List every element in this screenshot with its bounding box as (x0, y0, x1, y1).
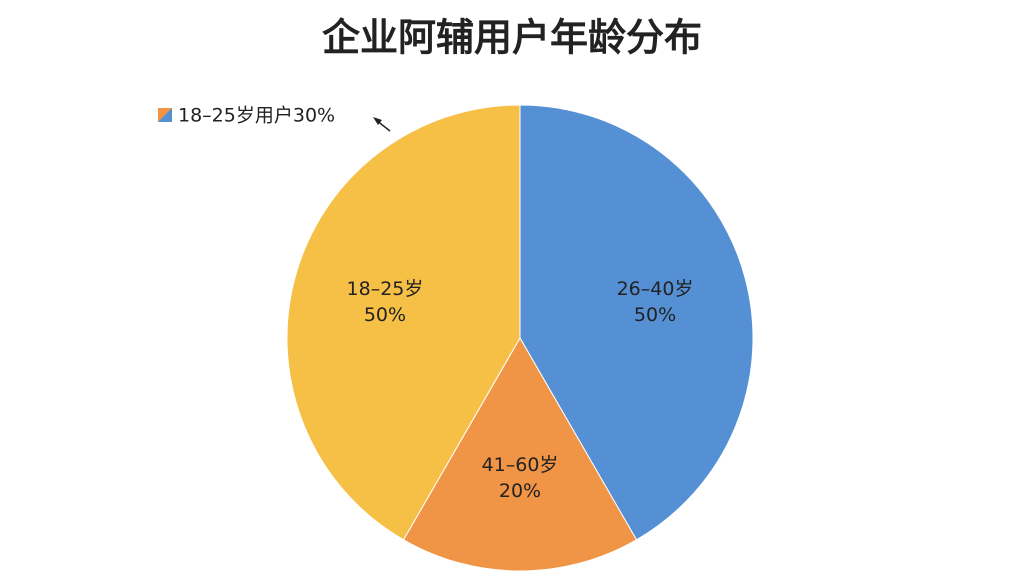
slice-label: 41–60岁 20% (482, 453, 559, 501)
slice-value: 20% (499, 479, 541, 501)
slice-category: 41–60岁 (482, 453, 559, 475)
pie-slice (519, 104, 754, 541)
slice-value: 50% (364, 303, 406, 325)
annotation: 18–25岁用户30% (158, 105, 391, 132)
chart-title: 企业阿辅用户年龄分布 (322, 16, 702, 60)
slice-label: 26–40岁 50% (617, 277, 694, 325)
slice-category: 26–40岁 (617, 277, 694, 299)
slice-category: 18–25岁 (347, 277, 424, 299)
annotation-text: 18–25岁用户30% (178, 105, 335, 127)
pie-slice (402, 336, 638, 572)
annotation-arrowhead (373, 117, 382, 125)
slice-value: 50% (634, 303, 676, 325)
pie-slice (286, 104, 521, 541)
slice-label: 18–25岁 50% (347, 277, 424, 325)
annotation-swatch (158, 108, 172, 122)
